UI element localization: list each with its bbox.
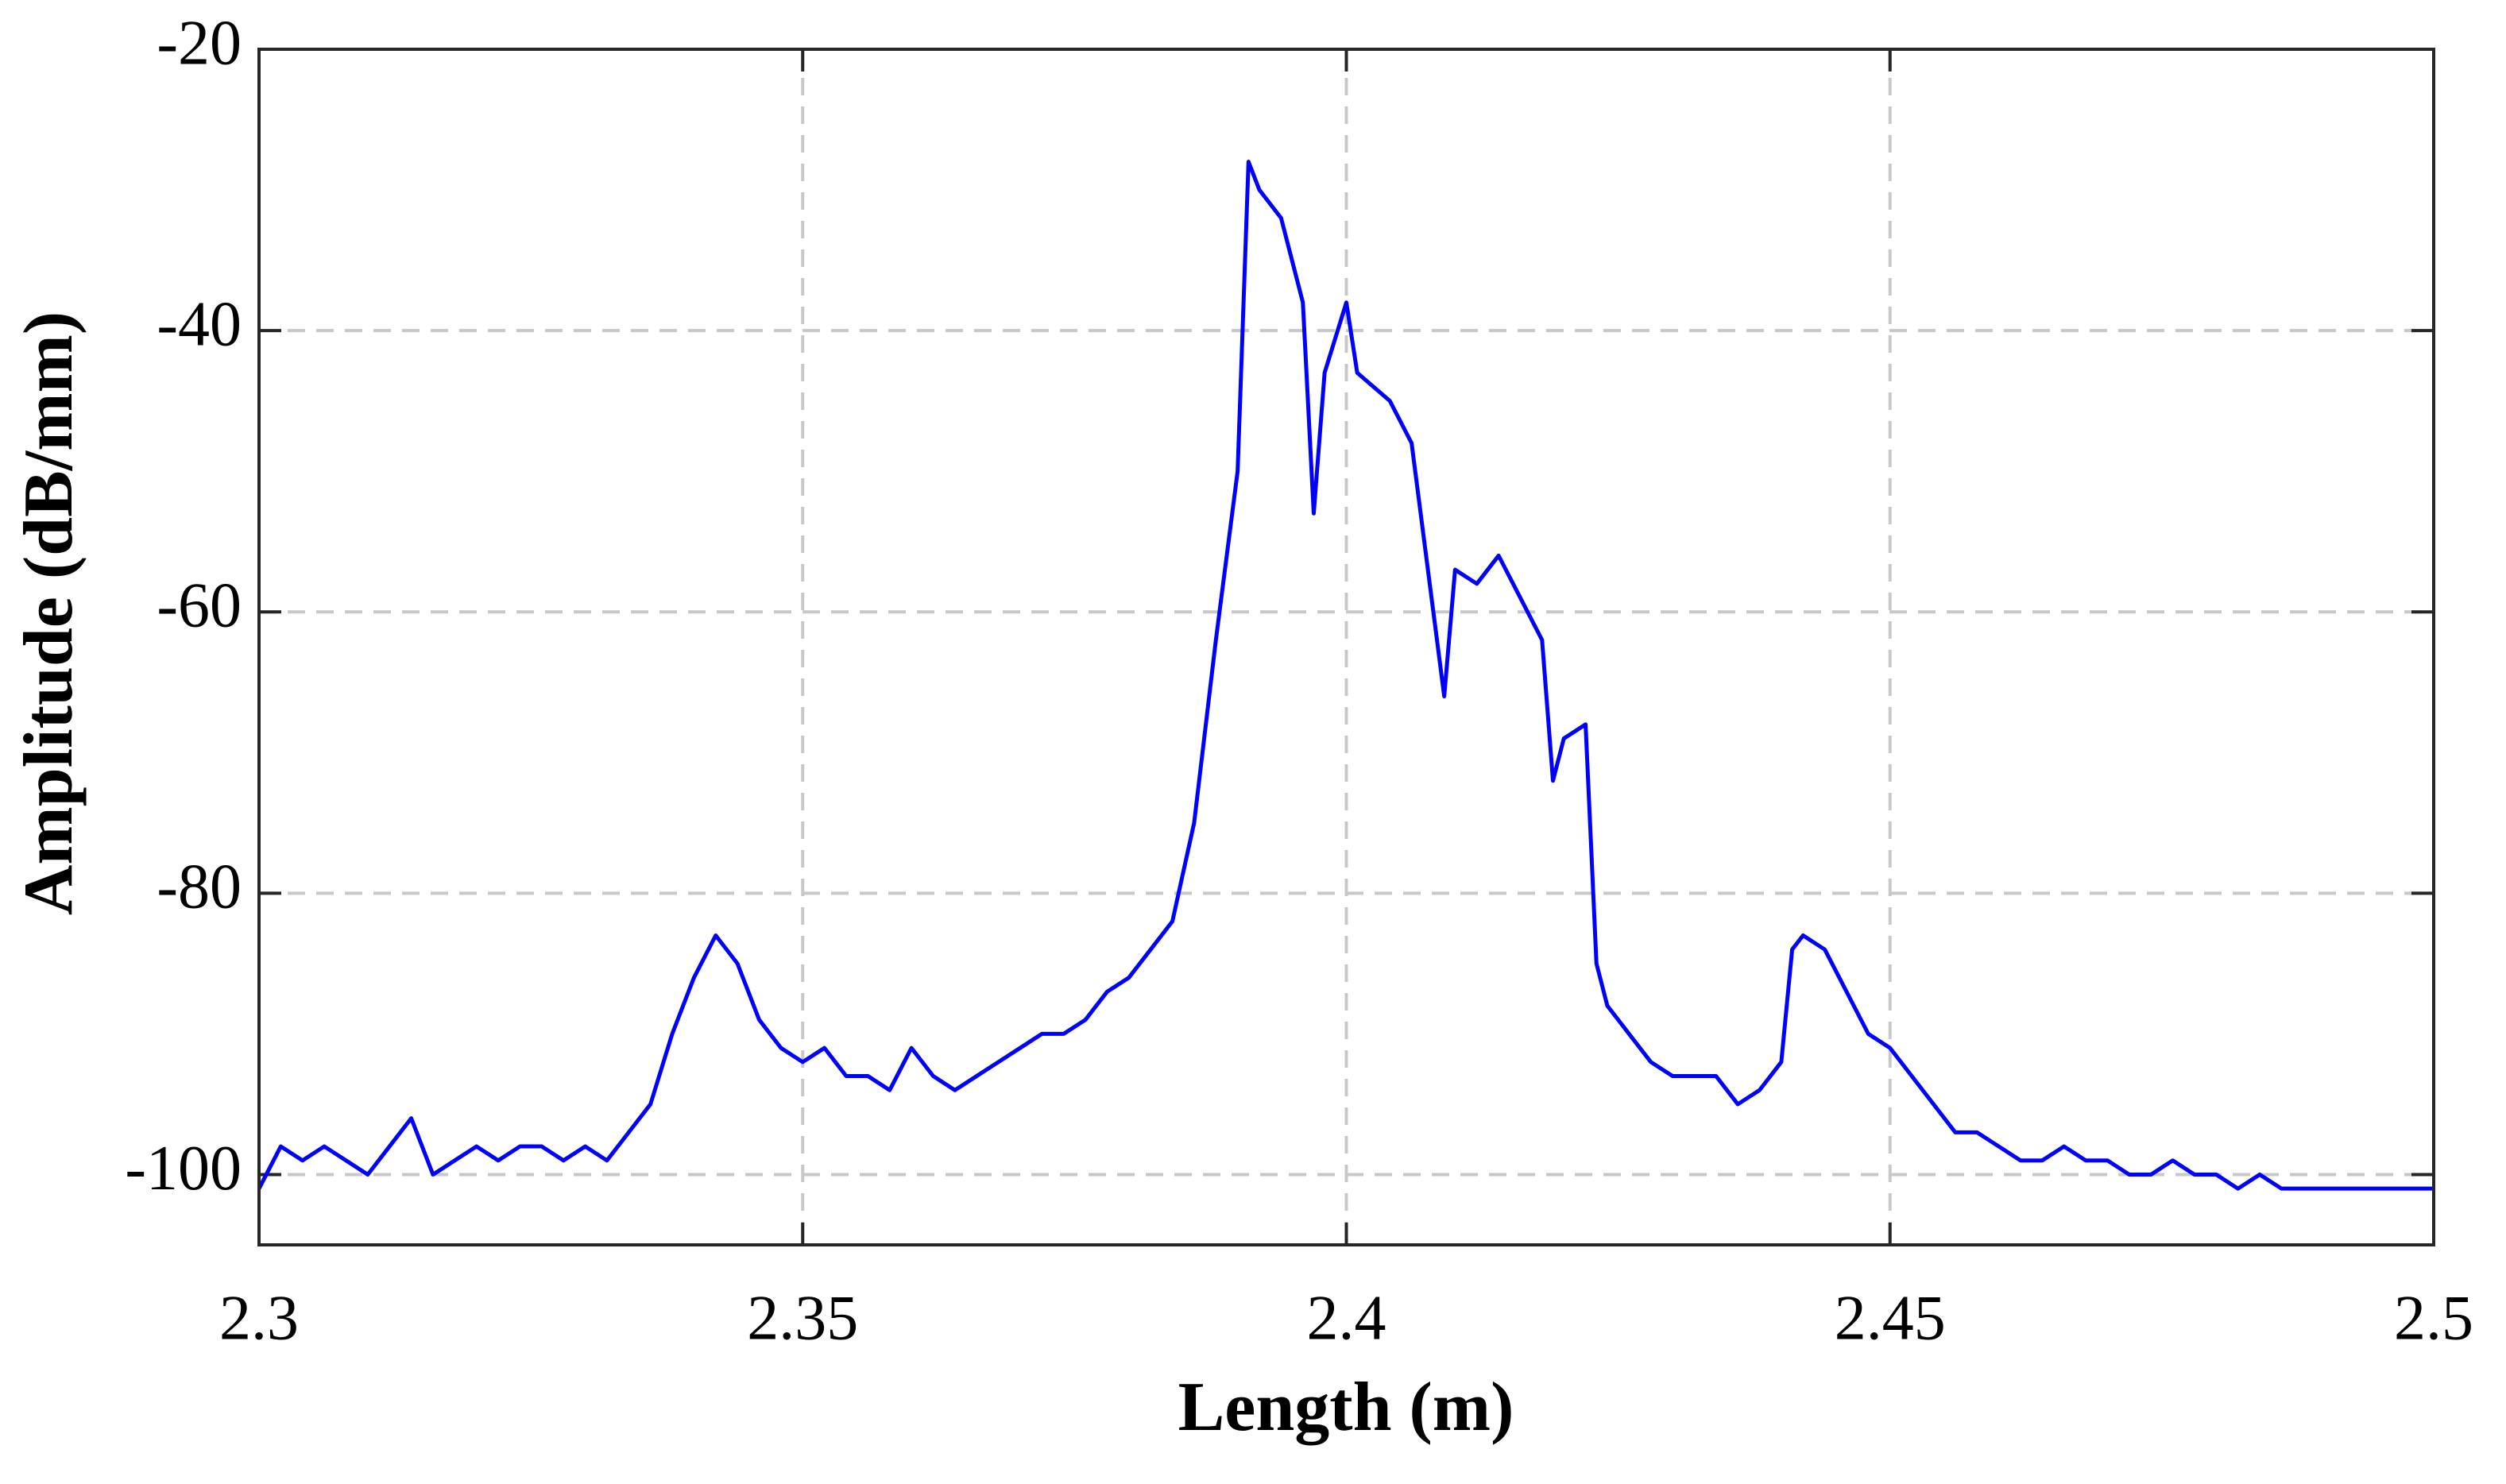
y-tick-label: -40 xyxy=(157,289,242,359)
y-tick-label: -60 xyxy=(157,571,242,641)
y-tick-label: -80 xyxy=(157,852,242,922)
x-axis-label: Length (m) xyxy=(1178,1369,1514,1446)
x-tick-label: 2.35 xyxy=(747,1283,858,1353)
plot-frame xyxy=(257,48,2435,1246)
y-tick-label: -20 xyxy=(157,8,242,78)
y-axis-label: Amplitude (dB/mm) xyxy=(10,311,87,915)
x-tick-label: 2.3 xyxy=(219,1283,299,1353)
x-tick-label: 2.5 xyxy=(2394,1283,2473,1353)
x-tick-label: 2.45 xyxy=(1835,1283,1946,1353)
y-tick-label: -100 xyxy=(125,1134,242,1204)
data-line xyxy=(257,160,2434,1191)
x-tick-label: 2.4 xyxy=(1307,1283,1386,1353)
